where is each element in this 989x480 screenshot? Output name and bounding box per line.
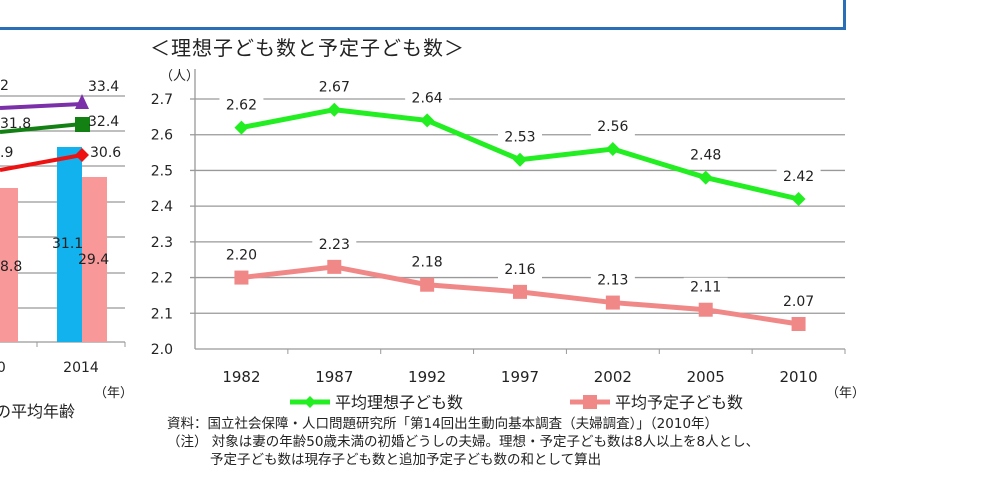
chart-title: ＜理想子ども数と予定子ども数＞ [150,36,465,60]
x-tick-label: 1982 [222,368,260,386]
y-unit-label: （人） [160,69,199,84]
x-tick-label: 1997 [501,368,539,386]
left-x-tick-label: 10 [0,360,6,376]
data-point-square [234,270,249,285]
data-point-square [605,295,620,310]
data-point-diamond [698,170,713,185]
left-series-line [0,102,83,110]
data-label: 2.62 [226,98,257,114]
left-marker-triangle [75,94,89,109]
data-label: 2.11 [690,280,721,296]
left-series-line [0,122,83,134]
legend-label: 平均理想子ども数 [335,393,463,412]
left-data-label: 8.8 [0,259,22,275]
data-label-bg [498,259,542,279]
note-line-1: （注） 対象は妻の年齢50歳未満の初婚どうしの夫婦。理想・予定子ども数は8人以上… [167,434,760,450]
y-tick-label: 2.5 [151,163,173,179]
data-point-diamond [420,113,435,128]
x-tick-label: 2010 [779,368,817,386]
data-label: 2.53 [504,130,535,146]
data-label-bg [776,292,821,311]
data-label: 2.18 [412,255,443,271]
legend-label: 平均予定子ども数 [615,393,743,412]
data-label-bg [590,270,635,290]
y-tick-label: 2.2 [151,271,173,287]
data-point-diamond [791,192,806,206]
x-unit-label: （年） [826,386,865,401]
data-label-bg [776,167,821,186]
x-tick-label: 1987 [315,368,353,386]
y-tick-label: 2.6 [151,128,173,144]
x-tick-label: 2005 [687,368,725,386]
data-label: 2.48 [690,148,721,164]
y-tick-label: 2.4 [151,199,173,215]
data-point-diamond [605,142,620,156]
data-point-square [698,302,713,317]
data-label: 2.42 [783,169,814,185]
left-marker-square [75,117,90,132]
data-label: 2.07 [783,294,814,310]
left-data-label: 33.4 [88,79,119,95]
left-data-label: 31.8 [0,116,31,132]
left-bar-pink [0,188,18,342]
left-data-label: 31.1 [52,236,83,252]
data-point-square [513,284,527,299]
left-x-unit-label: （年） [94,386,133,401]
data-label-bg [683,277,728,297]
data-label-bg [312,234,357,254]
data-label-bg [590,117,635,136]
y-tick-label: 2.3 [151,235,173,251]
data-label-bg [498,127,542,147]
left-caption: の平均年齢 [0,402,75,421]
y-tick-label: 2.1 [151,306,173,322]
data-point-square [327,259,342,274]
left-bar-pink [82,177,107,342]
data-label-bg [683,145,728,165]
left-x-tick-label: 2014 [63,360,99,376]
y-tick-label: 2.0 [151,342,173,358]
frame-border-bottom [0,27,846,30]
data-label: 2.23 [319,237,350,253]
x-tick-label: 1992 [408,368,446,386]
data-label-bg [405,88,450,108]
left-data-label: 29.4 [78,252,109,268]
left-data-label: 2 [0,78,9,94]
x-tick-label: 2002 [594,368,632,386]
data-label-bg [312,77,357,97]
source-note: 資料：国立社会保障・人口問題研究所「第14回出生動向基本調査（夫婦調査）」（20… [167,416,719,432]
data-point-diamond [234,120,249,135]
left-data-label: .9 [0,145,13,161]
data-label: 2.13 [597,273,628,289]
left-series-line [0,153,83,172]
data-label: 2.20 [226,248,257,264]
left-bar-blue [57,147,82,342]
data-label: 2.16 [504,262,535,278]
legend-marker-diamond [304,396,316,408]
frame-border-right [843,0,846,30]
note-line-2: 予定子ども数は現存子ども数と追加予定子ども数の和として算出 [210,452,602,468]
data-point-square [791,317,806,331]
data-label: 2.56 [597,119,628,135]
left-marker-diamond [75,148,89,162]
data-label-bg [219,95,264,115]
data-point-square [420,277,435,292]
data-point-diamond [327,102,342,117]
left-data-label: 32.4 [88,114,119,130]
data-label: 2.67 [319,80,350,96]
legend-marker-square [583,395,597,409]
data-point-diamond [513,152,527,167]
y-tick-label: 2.7 [151,92,173,108]
data-label-bg [219,245,264,265]
data-label: 2.64 [412,90,443,106]
left-data-label: 30.6 [90,145,121,161]
data-label-bg [405,252,450,272]
